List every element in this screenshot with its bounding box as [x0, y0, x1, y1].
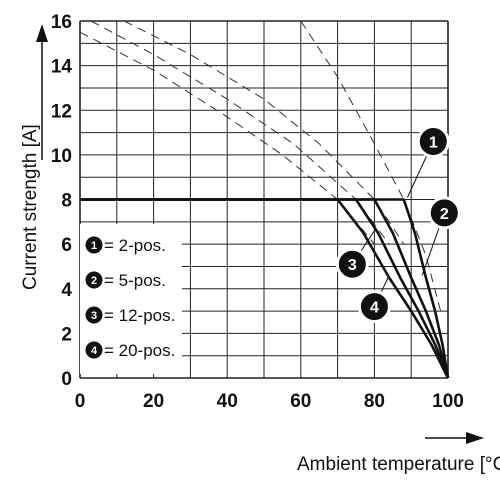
y-tick-label: 0	[61, 369, 72, 390]
legend-entry-label: = 2-pos.	[104, 236, 166, 255]
x-axis-title: Ambient temperature [°C]	[297, 454, 500, 475]
y-tick-label: 8	[61, 191, 72, 212]
legend-badge	[85, 341, 103, 359]
series-line	[80, 198, 450, 379]
dashed-curve	[300, 20, 442, 312]
dashed-curve	[90, 20, 390, 245]
callout-badge	[357, 290, 391, 324]
legend-badge-number: 2	[91, 275, 97, 287]
x-tick-label: 60	[290, 391, 311, 412]
callout-label: 1	[429, 134, 438, 151]
x-axis-arrowhead	[466, 432, 484, 444]
series-line	[80, 198, 450, 379]
legend-entry-label: = 20-pos.	[104, 341, 175, 360]
series-line	[80, 198, 450, 379]
legend-badge	[85, 306, 103, 324]
legend-badge	[85, 271, 103, 289]
callout-label: 3	[348, 257, 357, 274]
series-lines	[80, 198, 450, 379]
callout-badge	[416, 124, 450, 158]
callout-badge	[335, 247, 369, 281]
callout-badge	[427, 196, 461, 230]
x-tick-label: 100	[432, 391, 464, 412]
legend-badge-number: 4	[91, 345, 98, 357]
y-tick-label: 6	[61, 235, 72, 256]
legend: 1 = 2-pos. 2 = 5-pos. 3 = 12-pos. 4 = 20-pos.	[80, 224, 182, 374]
y-axis-title: Current strength [A]	[20, 124, 41, 290]
x-tick-label: 80	[364, 391, 385, 412]
legend-entry-label: = 12-pos.	[104, 306, 175, 325]
y-axis-arrowhead	[36, 24, 48, 42]
y-tick-label: 16	[51, 12, 72, 33]
legend-entry-label: = 5-pos.	[104, 271, 166, 290]
legend-badge-number: 1	[91, 240, 97, 252]
series-line	[80, 198, 450, 379]
x-tick-label: 40	[217, 391, 238, 412]
y-tick-label: 14	[51, 57, 73, 78]
legend-badge	[85, 236, 103, 254]
x-tick-label: 0	[75, 391, 86, 412]
legend-badge-number: 3	[91, 310, 97, 322]
y-tick-label: 4	[61, 280, 72, 301]
curve-callouts: 1 2 3 4	[335, 124, 461, 324]
callout-label: 4	[370, 300, 379, 317]
callout-label: 2	[440, 206, 449, 223]
y-tick-label: 10	[51, 146, 72, 167]
y-tick-label: 2	[61, 324, 72, 345]
x-tick-label: 20	[143, 391, 164, 412]
y-tick-label: 12	[51, 101, 72, 122]
grid-lines	[79, 20, 449, 379]
